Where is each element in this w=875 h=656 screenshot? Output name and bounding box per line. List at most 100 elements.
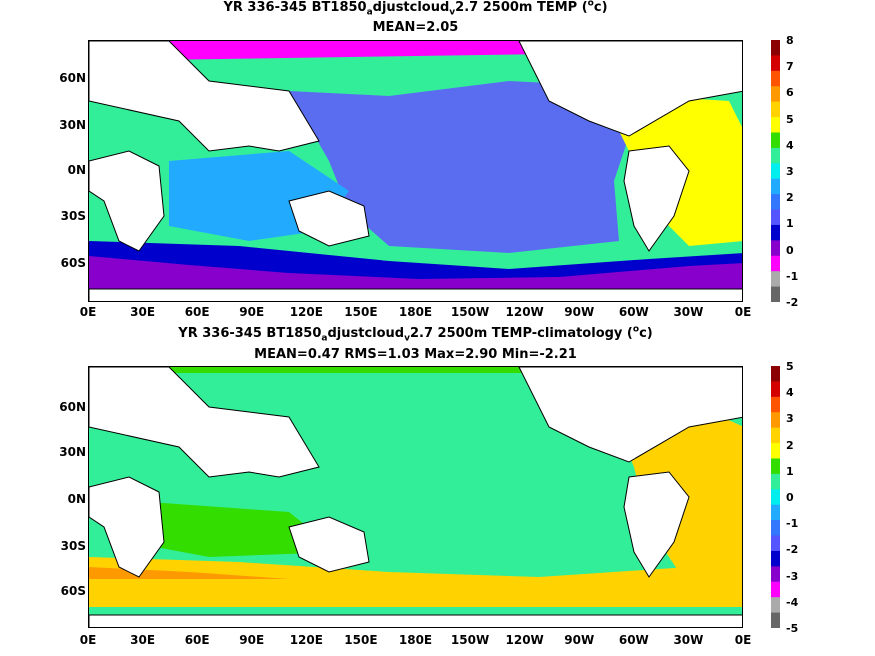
- lon-label: 30E: [130, 633, 156, 647]
- colorbar-swatch: [771, 70, 780, 87]
- map-1-colorbar-swatches: [771, 40, 780, 302]
- lon-label: 60E: [184, 633, 210, 647]
- colorbar-label: 3: [786, 412, 794, 426]
- map-2-title: YR 336-345 BT1850adjustcloudv2.7 2500m T…: [178, 324, 653, 344]
- colorbar-label: 1: [786, 464, 794, 478]
- colorbar-label: 7: [786, 60, 794, 74]
- colorbar-label: 0: [786, 243, 794, 257]
- lat-label: 60N: [59, 71, 86, 85]
- lat-label: 60S: [60, 256, 86, 270]
- colorbar-label: 2: [786, 438, 794, 452]
- lon-label: 0E: [79, 633, 97, 647]
- lat-label: 0N: [67, 492, 86, 506]
- colorbar-swatch: [771, 117, 780, 133]
- lon-label: 180E: [398, 633, 433, 647]
- lon-label: 60E: [184, 305, 210, 319]
- colorbar-swatch: [771, 504, 780, 521]
- lat-label: 30S: [60, 539, 86, 553]
- colorbar-swatch: [771, 427, 780, 444]
- colorbar-swatch: [771, 255, 780, 272]
- lon-label: 180E: [398, 305, 433, 319]
- map-2-stats: MEAN=0.47 RMS=1.03 Max=2.90 Min=-2.21: [254, 347, 577, 362]
- colorbar-swatch: [771, 473, 780, 490]
- colorbar-swatch: [771, 194, 780, 211]
- south-america-land: [623, 145, 690, 252]
- lon-label: 60W: [618, 633, 649, 647]
- south-america-land: [623, 471, 690, 578]
- colorbar-label: 2: [786, 191, 794, 205]
- map-1-panel: [88, 40, 743, 302]
- colorbar-swatch: [771, 458, 780, 475]
- antarctica-land: [89, 614, 742, 627]
- colorbar-label: 1: [786, 217, 794, 231]
- colorbar-swatch: [771, 224, 780, 241]
- lon-label: 120E: [289, 305, 323, 319]
- colorbar-swatch: [771, 101, 780, 118]
- colorbar-swatch: [771, 240, 780, 257]
- map-1-colorbar: [771, 40, 780, 302]
- colorbar-swatch: [771, 271, 780, 288]
- colorbar-swatch: [771, 55, 780, 72]
- colorbar-swatch: [771, 132, 780, 149]
- lon-label: 90W: [564, 633, 595, 647]
- lat-label: 30S: [60, 209, 86, 223]
- colorbar-swatch: [771, 520, 780, 537]
- colorbar-label: 4: [786, 386, 794, 400]
- lon-label: 120E: [289, 633, 323, 647]
- indian-anomaly: [129, 502, 339, 557]
- colorbar-label: 5: [786, 360, 794, 373]
- colorbar-swatch: [771, 366, 780, 382]
- lon-label: 150W: [450, 305, 490, 319]
- lon-label: 0E: [734, 305, 752, 319]
- map-2-colorbar-swatches: [771, 366, 780, 628]
- eurasia-land: [89, 367, 320, 478]
- colorbar-label: -2: [786, 543, 799, 557]
- colorbar-label: 5: [786, 112, 794, 126]
- colorbar-swatch: [771, 535, 780, 552]
- lon-label: 30W: [673, 305, 704, 319]
- lon-label: 60W: [618, 305, 649, 319]
- lon-label: 0E: [79, 305, 97, 319]
- lon-label: 30E: [130, 305, 156, 319]
- colorbar-label: -5: [786, 622, 799, 635]
- lat-label: 30N: [59, 445, 86, 459]
- colorbar-swatch: [771, 86, 780, 103]
- map-1-title: YR 336-345 BT1850adjustcloudv2.7 2500m T…: [223, 0, 608, 18]
- lon-label: 90E: [239, 305, 265, 319]
- lon-label: 90E: [239, 633, 265, 647]
- australia-land: [288, 190, 370, 247]
- colorbar-swatch: [771, 40, 780, 56]
- africa-land: [89, 476, 165, 578]
- lat-label: 60N: [59, 400, 86, 414]
- lon-label: 120W: [505, 633, 544, 647]
- map-2-field: [89, 367, 742, 627]
- lat-label: 30N: [59, 118, 86, 132]
- map-2-panel: [88, 366, 743, 628]
- colorbar-label: -4: [786, 595, 799, 609]
- lon-label: 150W: [450, 633, 490, 647]
- colorbar-swatch: [771, 178, 780, 195]
- africa-land: [89, 150, 165, 252]
- north-america-land: [518, 367, 742, 463]
- lon-label: 30W: [673, 633, 704, 647]
- southern-warm-band: [89, 557, 742, 607]
- colorbar-label: 8: [786, 34, 794, 47]
- australia-land: [288, 516, 370, 573]
- lon-label: 120W: [505, 305, 544, 319]
- colorbar-label: 0: [786, 491, 794, 504]
- colorbar-label: -1: [786, 517, 799, 531]
- colorbar-swatch: [771, 597, 780, 614]
- colorbar-swatch: [771, 550, 780, 567]
- map-2-colorbar: [771, 366, 780, 628]
- eurasia-land: [89, 41, 320, 152]
- colorbar-label: -2: [786, 296, 799, 309]
- antarctica-land: [89, 288, 742, 301]
- north-america-land: [518, 41, 742, 137]
- colorbar-label: 6: [786, 86, 794, 100]
- lat-label: 0N: [67, 163, 86, 177]
- lon-label: 150E: [344, 633, 378, 647]
- colorbar-label: 3: [786, 165, 794, 178]
- colorbar-swatch: [771, 412, 780, 429]
- colorbar-swatch: [771, 489, 780, 506]
- colorbar-swatch: [771, 163, 780, 180]
